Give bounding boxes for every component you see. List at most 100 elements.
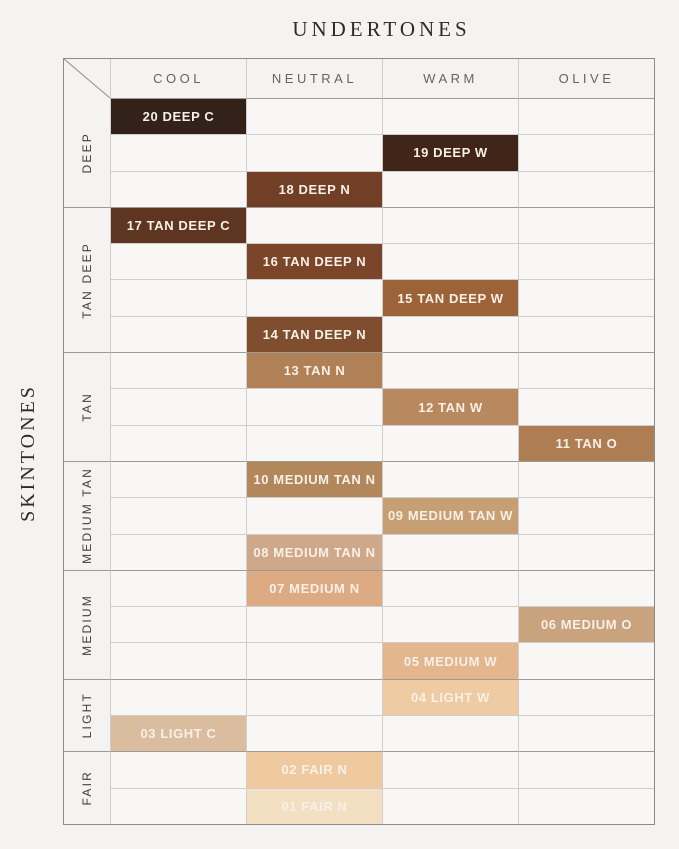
empty-cell — [110, 606, 246, 643]
empty-cell — [382, 352, 518, 389]
empty-cell — [382, 751, 518, 788]
empty-cell — [518, 352, 654, 389]
empty-cell — [110, 134, 246, 171]
empty-cell — [518, 98, 654, 135]
empty-cell — [518, 642, 654, 679]
shade-cell-09-medium-tan-w: 09 MEDIUM TAN W — [382, 497, 518, 534]
empty-cell — [110, 787, 246, 824]
empty-cell — [110, 279, 246, 316]
empty-cell — [246, 279, 382, 316]
empty-cell — [110, 315, 246, 353]
empty-cell — [518, 678, 654, 716]
empty-cell — [518, 170, 654, 207]
shade-cell-19-deep-w: 19 DEEP W — [382, 134, 518, 171]
row-group-label-medium: MEDIUM — [64, 569, 110, 679]
empty-cell — [382, 533, 518, 570]
empty-cell — [382, 424, 518, 461]
row-group-label-text: DEEP — [80, 131, 94, 174]
empty-cell — [518, 569, 654, 607]
row-group-label-tan-deep: TAN DEEP — [64, 206, 110, 352]
empty-cell — [110, 533, 246, 570]
empty-cell — [110, 352, 246, 389]
empty-cell — [382, 170, 518, 207]
empty-cell — [382, 206, 518, 244]
shade-cell-14-tan-deep-n: 14 TAN DEEP N — [246, 315, 382, 353]
shade-cell-13-tan-n: 13 TAN N — [246, 352, 382, 389]
shade-cell-18-deep-n: 18 DEEP N — [246, 170, 382, 207]
shade-cell-07-medium-n: 07 MEDIUM N — [246, 569, 382, 607]
empty-cell — [110, 424, 246, 461]
empty-cell — [518, 715, 654, 752]
row-group-label-deep: DEEP — [64, 98, 110, 207]
empty-cell — [110, 243, 246, 280]
empty-cell — [518, 206, 654, 244]
shade-cell-04-light-w: 04 LIGHT W — [382, 678, 518, 716]
empty-cell — [110, 388, 246, 425]
empty-cell — [518, 497, 654, 534]
empty-cell — [246, 606, 382, 643]
empty-cell — [382, 787, 518, 824]
empty-cell — [382, 715, 518, 752]
column-header-warm: WARM — [382, 59, 518, 98]
chart-title: UNDERTONES — [292, 17, 471, 41]
row-group-label-text: FAIR — [80, 770, 94, 806]
empty-cell — [246, 642, 382, 679]
column-header-olive: OLIVE — [518, 59, 654, 98]
column-header-neutral: NEUTRAL — [246, 59, 382, 98]
empty-cell — [110, 497, 246, 534]
empty-cell — [110, 642, 246, 679]
empty-cell — [110, 678, 246, 716]
shade-cell-17-tan-deep-c: 17 TAN DEEP C — [110, 206, 246, 244]
shade-cell-01-fair-n: 01 FAIR N — [246, 787, 382, 824]
empty-cell — [382, 460, 518, 498]
empty-cell — [382, 315, 518, 353]
empty-cell — [246, 388, 382, 425]
empty-cell — [246, 424, 382, 461]
empty-cell — [246, 678, 382, 716]
row-group-label-medium-tan: MEDIUM TAN — [64, 460, 110, 570]
row-group-label-text: TAN — [80, 392, 94, 422]
empty-cell — [110, 751, 246, 788]
shade-cell-11-tan-o: 11 TAN O — [518, 424, 654, 461]
empty-cell — [246, 497, 382, 534]
shade-cell-03-light-c: 03 LIGHT C — [110, 715, 246, 752]
shade-cell-05-medium-w: 05 MEDIUM W — [382, 642, 518, 679]
empty-cell — [518, 751, 654, 788]
row-group-label-text: LIGHT — [80, 692, 94, 739]
column-header-cool: COOL — [110, 59, 246, 98]
shade-cell-16-tan-deep-n: 16 TAN DEEP N — [246, 243, 382, 280]
empty-cell — [110, 460, 246, 498]
row-group-label-text: MEDIUM TAN — [80, 467, 94, 565]
empty-cell — [246, 715, 382, 752]
row-axis-label: SKINTONES — [17, 384, 39, 522]
shade-cell-15-tan-deep-w: 15 TAN DEEP W — [382, 279, 518, 316]
shade-cell-10-medium-tan-n: 10 MEDIUM TAN N — [246, 460, 382, 498]
row-group-label-text: MEDIUM — [80, 593, 94, 656]
empty-cell — [110, 170, 246, 207]
row-group-label-text: TAN DEEP — [80, 241, 94, 319]
empty-cell — [518, 460, 654, 498]
empty-cell — [518, 315, 654, 353]
empty-cell — [518, 243, 654, 280]
empty-cell — [518, 533, 654, 570]
shade-matrix-table: COOL NEUTRAL WARM OLIVE DEEP TAN DEEP TAN M… — [63, 58, 655, 825]
empty-cell — [382, 569, 518, 607]
empty-cell — [246, 206, 382, 244]
empty-cell — [518, 134, 654, 171]
empty-cell — [110, 569, 246, 607]
empty-cell — [518, 279, 654, 316]
empty-cell — [518, 388, 654, 425]
row-group-label-tan: TAN — [64, 352, 110, 461]
corner-cell — [64, 59, 110, 98]
shade-cell-06-medium-o: 06 MEDIUM O — [518, 606, 654, 643]
corner-diagonal-line — [64, 59, 110, 98]
shade-cell-12-tan-w: 12 TAN W — [382, 388, 518, 425]
empty-cell — [382, 98, 518, 135]
shade-cell-08-medium-tan-n: 08 MEDIUM TAN N — [246, 533, 382, 570]
row-group-label-light: LIGHT — [64, 678, 110, 752]
empty-cell — [246, 134, 382, 171]
empty-cell — [382, 243, 518, 280]
row-group-label-fair: FAIR — [64, 751, 110, 824]
shade-cell-02-fair-n: 02 FAIR N — [246, 751, 382, 788]
empty-cell — [382, 606, 518, 643]
